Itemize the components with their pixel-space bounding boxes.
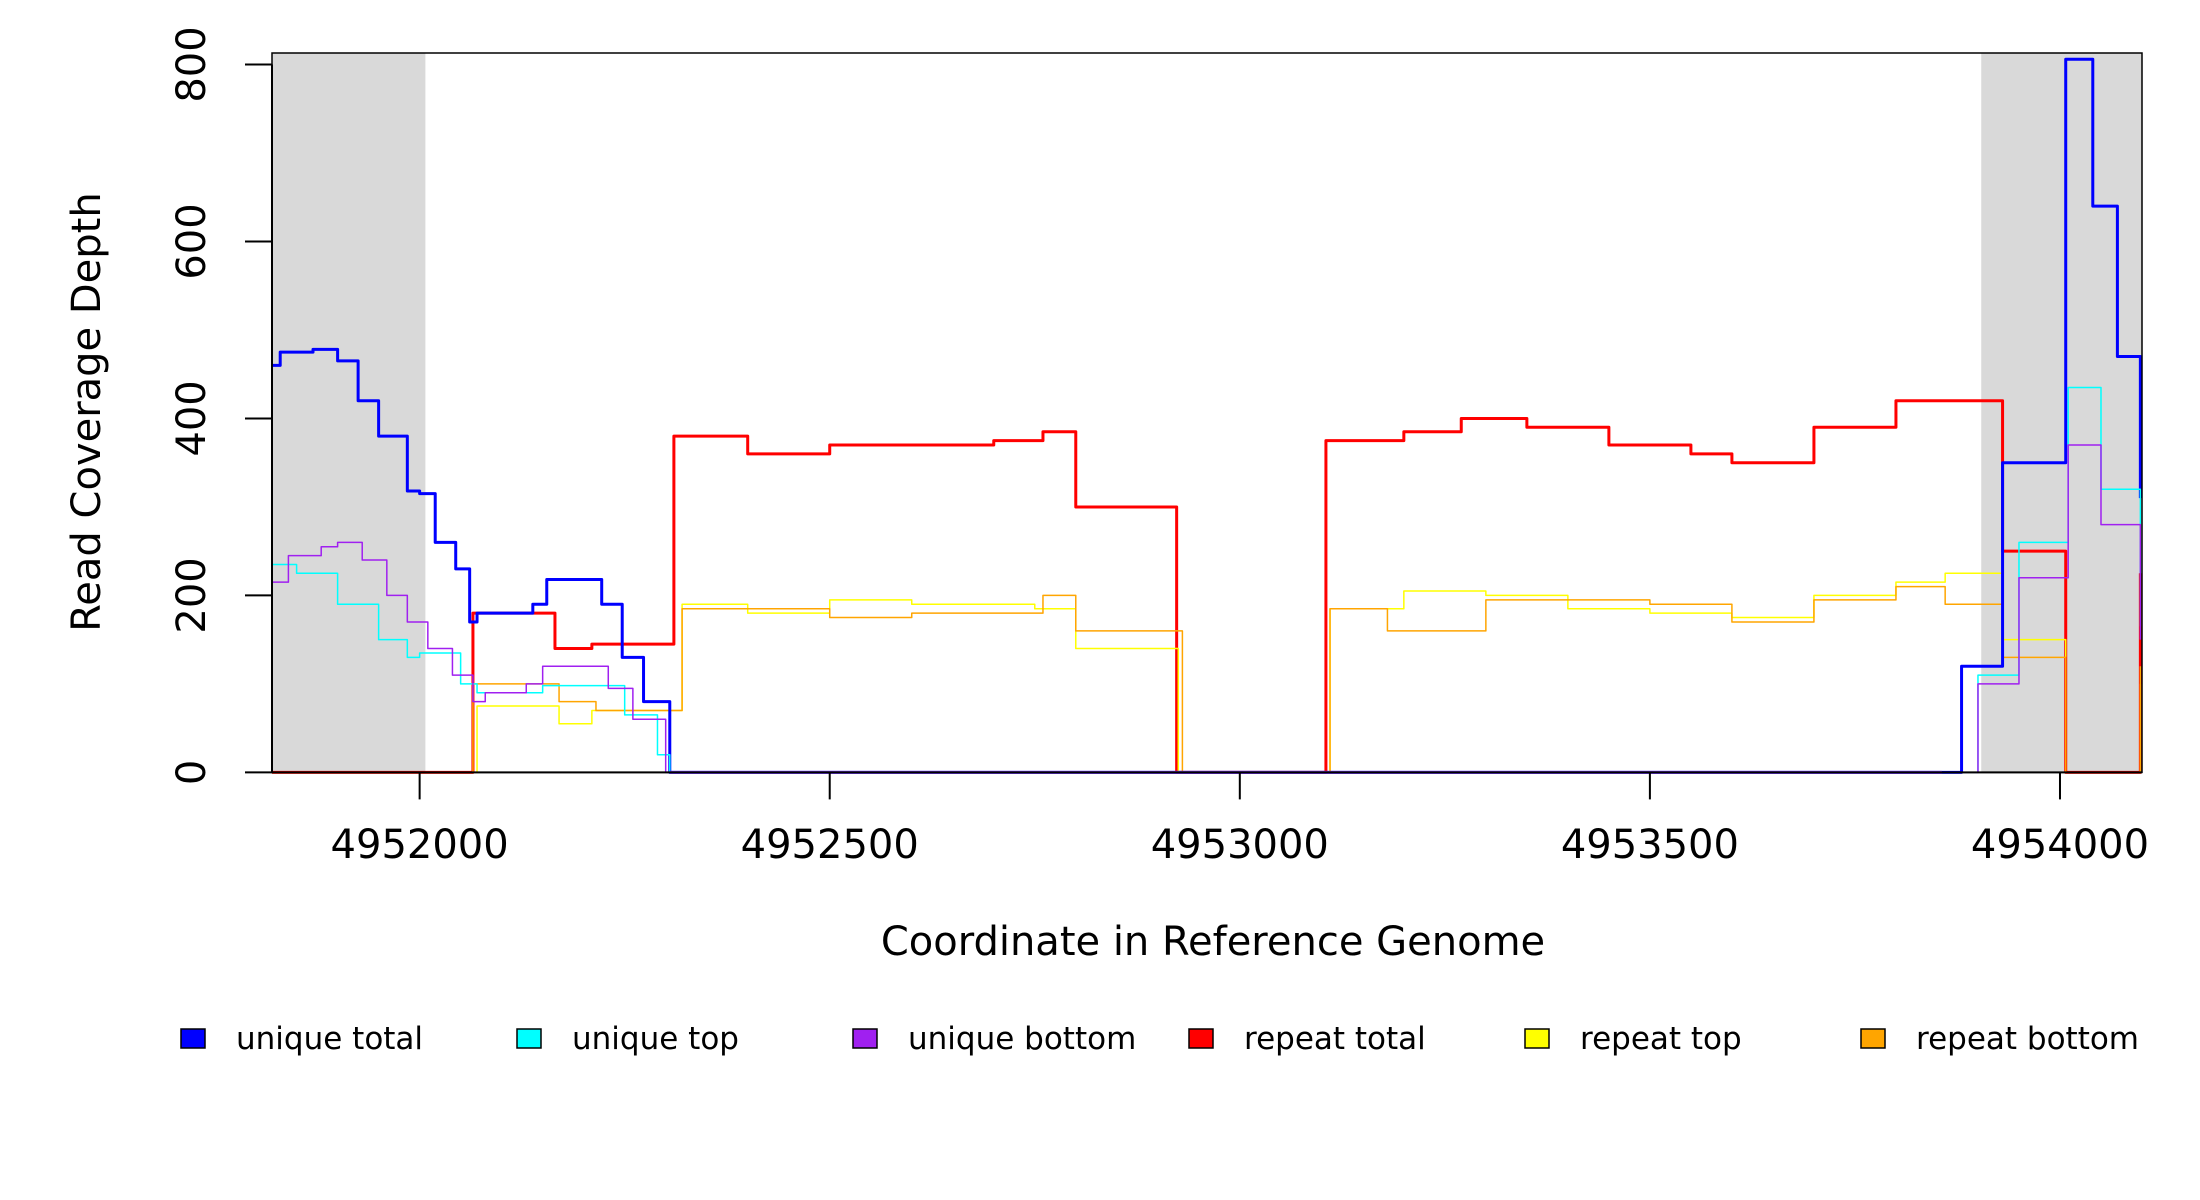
legend-swatch-unique-bottom xyxy=(852,1028,878,1049)
x-tick-label: 4953500 xyxy=(1561,822,1739,868)
y-tick-label: 400 xyxy=(169,380,215,456)
x-axis-label: Coordinate in Reference Genome xyxy=(881,919,1545,965)
series-line-repeat-total xyxy=(272,399,2142,774)
x-tick-label: 4954000 xyxy=(1971,822,2149,868)
series-line-repeat-top xyxy=(272,572,2142,774)
x-tick-label: 4952500 xyxy=(741,822,919,868)
y-tick-label: 200 xyxy=(169,557,215,633)
legend-label: unique top xyxy=(572,1021,739,1057)
highlight-region xyxy=(1981,53,2142,773)
y-tick-label: 0 xyxy=(169,760,215,785)
x-tick-label: 4953000 xyxy=(1151,822,1329,868)
series-line-unique-bottom xyxy=(272,444,2142,774)
legend-label: unique total xyxy=(236,1021,423,1057)
series-line-unique-total xyxy=(272,57,2142,774)
legend-swatch-unique-top xyxy=(516,1028,542,1049)
legend-swatch-unique-total xyxy=(180,1028,206,1049)
legend-label: repeat total xyxy=(1244,1021,1426,1057)
legend-label: repeat bottom xyxy=(1916,1021,2139,1057)
y-axis-label: Read Coverage Depth xyxy=(64,192,110,631)
legend-label: unique bottom xyxy=(908,1021,1136,1057)
legend-swatch-repeat-bottom xyxy=(1860,1028,1886,1049)
x-tick-label: 4952000 xyxy=(331,822,509,868)
legend-swatch-repeat-total xyxy=(1188,1028,1214,1049)
legend-swatch-repeat-top xyxy=(1524,1028,1550,1049)
highlight-region xyxy=(272,53,426,773)
legend-label: repeat top xyxy=(1580,1021,1742,1057)
y-tick-label: 800 xyxy=(169,26,215,102)
series-line-unique-top xyxy=(272,386,2142,774)
plot-box xyxy=(271,52,2143,774)
y-tick-label: 600 xyxy=(169,203,215,279)
